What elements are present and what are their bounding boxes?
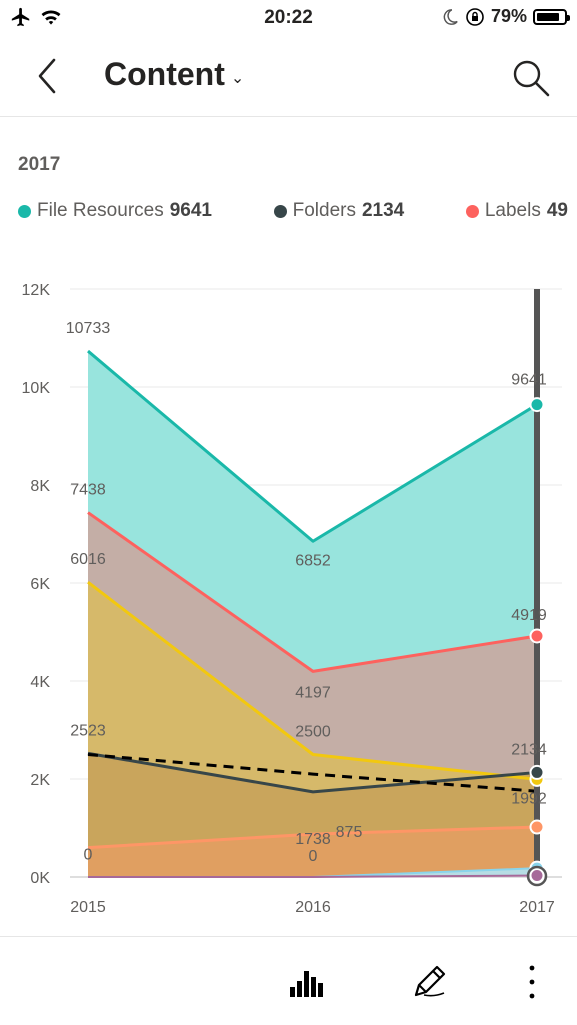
- trend-line: [87, 753, 538, 793]
- data-point-marker[interactable]: [529, 764, 545, 780]
- data-label: 875: [336, 824, 363, 841]
- y-tick-label: 10K: [22, 380, 51, 397]
- legend-value: 9641: [169, 200, 212, 221]
- rotation-lock-icon: [466, 7, 484, 26]
- status-right: 79%: [441, 6, 570, 27]
- data-point-marker[interactable]: [529, 868, 545, 884]
- back-button[interactable]: [28, 56, 68, 96]
- legend-value: 49: [546, 200, 568, 221]
- page-title-dropdown[interactable]: Content ⌄: [104, 56, 244, 93]
- data-label: 0: [309, 848, 318, 865]
- legend-value: 2134: [361, 200, 405, 221]
- selection-handle[interactable]: [526, 865, 548, 887]
- data-label: 7438: [70, 482, 106, 499]
- data-point-marker[interactable]: [529, 628, 545, 644]
- data-label: 2523: [70, 722, 106, 739]
- y-tick-label: 12K: [22, 282, 51, 299]
- data-label: 0: [84, 847, 93, 864]
- header: Content ⌄: [0, 38, 577, 117]
- x-tick-label: 2016: [295, 899, 331, 916]
- legend-dot: [465, 204, 479, 218]
- visual-type-button[interactable]: [288, 963, 324, 1004]
- area-series-4: [88, 827, 537, 877]
- battery-icon: [533, 8, 570, 25]
- pencil-icon: [414, 965, 446, 997]
- chart-legend: File Resources 9641 Folders 2134 Labels …: [18, 200, 568, 222]
- airplane-icon: [11, 7, 30, 27]
- battery-percent: 79%: [490, 6, 527, 26]
- status-left: [10, 6, 62, 28]
- data-label: 6016: [70, 551, 106, 568]
- chevron-left-icon: [38, 58, 56, 94]
- data-label: 10733: [66, 320, 111, 337]
- data-label: 4919: [511, 607, 547, 624]
- legend-label: Folders: [292, 200, 356, 221]
- data-label: 4197: [295, 684, 331, 701]
- series-line-2: [87, 581, 538, 781]
- series-line-3: [87, 751, 538, 794]
- data-label: 1992: [511, 790, 547, 807]
- data-label: 9641: [511, 372, 547, 389]
- legend-item-file-resources[interactable]: File Resources 9641: [18, 200, 212, 222]
- data-label: 2134: [511, 741, 547, 758]
- data-label: 2500: [295, 724, 331, 741]
- y-tick-label: 2K: [30, 772, 50, 789]
- moon-icon: [443, 8, 458, 25]
- series-line-1: [87, 511, 538, 673]
- y-tick-label: 0K: [30, 870, 50, 887]
- legend-item-labels[interactable]: Labels 49: [465, 200, 568, 222]
- legend-dot: [18, 204, 31, 218]
- y-tick-label: 4K: [30, 674, 50, 691]
- status-bar: 20:22 79%: [0, 0, 577, 38]
- series-line-4: [87, 825, 538, 850]
- bar-chart-icon: [290, 971, 323, 997]
- legend-dot: [273, 204, 287, 218]
- series-line-6: [88, 874, 538, 878]
- legend-label: Labels: [484, 200, 541, 221]
- x-tick-label: 2017: [519, 899, 555, 916]
- search-icon: [513, 60, 550, 97]
- legend-label: File Resources: [37, 200, 164, 221]
- area-series-5: [88, 868, 537, 877]
- data-point-marker[interactable]: [529, 397, 545, 413]
- data-point-marker[interactable]: [529, 819, 545, 835]
- data-label: 1738: [295, 831, 331, 848]
- page-title: Content: [104, 56, 225, 92]
- series-line-0: [87, 349, 538, 543]
- data-label: 6852: [295, 552, 331, 569]
- selection-bar[interactable]: [534, 289, 540, 877]
- x-tick-label: 2015: [70, 899, 106, 916]
- footer-toolbar: [0, 936, 577, 1025]
- y-tick-label: 8K: [30, 478, 50, 495]
- legend-item-folders[interactable]: Folders 2134: [273, 200, 405, 222]
- more-options-button[interactable]: [522, 963, 542, 1006]
- y-tick-label: 6K: [30, 576, 50, 593]
- more-vertical-icon: [529, 965, 535, 999]
- wifi-icon: [41, 10, 61, 25]
- area-chart[interactable]: 0K 2K 4K 6K 8K 10K 12K 10733 6852 9641 7438 4197 491…: [0, 270, 577, 930]
- search-button[interactable]: [511, 58, 551, 98]
- chevron-down-icon: ⌄: [230, 69, 245, 87]
- annotate-button[interactable]: [410, 963, 448, 1006]
- status-time: 20:22: [264, 7, 313, 28]
- chart-year-title: 2017: [18, 154, 61, 175]
